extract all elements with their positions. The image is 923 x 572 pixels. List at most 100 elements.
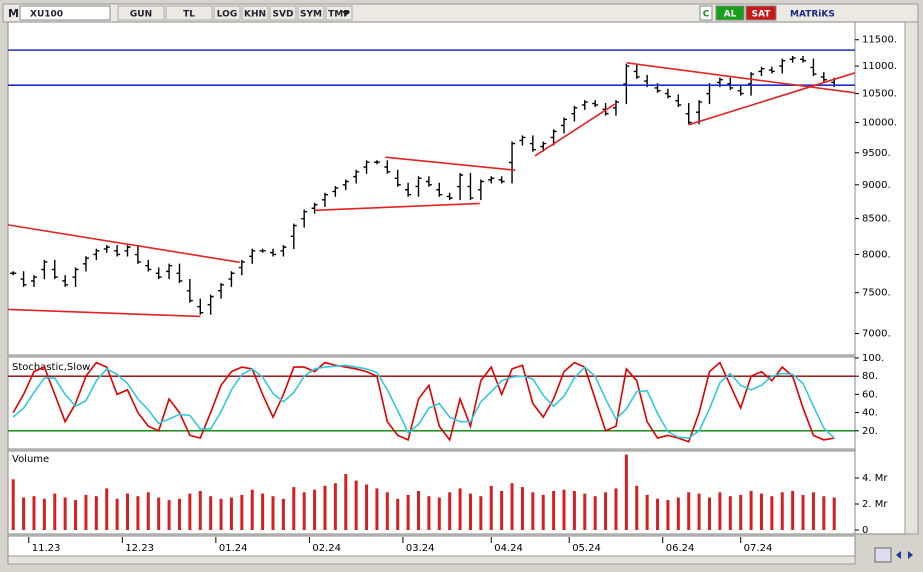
bottom-scrollbar[interactable] [7,555,856,565]
toolbar-button-label: GUN [130,10,152,20]
y-tick-label: 11500. [862,35,897,46]
price-bar [41,259,48,280]
volume-bar [385,492,389,530]
volume-bar [656,498,660,530]
price-bar [571,105,578,122]
volume-bar [188,493,192,530]
y-tick-label: 0 [862,525,868,536]
price-bar [748,72,755,96]
volume-bar [593,496,597,530]
price-panel [7,21,856,356]
trend-line [534,103,616,157]
toolbar-button-label: SAT [752,10,772,20]
price-bar [789,56,796,63]
volume-bar [552,491,556,530]
toolbar-button[interactable] [269,5,297,21]
volume-bar [63,497,67,530]
price-bar [176,263,183,283]
price-bar [30,275,37,287]
volume-bar [42,498,46,530]
volume-bar [749,491,753,530]
volume-bar [531,492,535,530]
volume-bar [167,500,171,530]
volume-bar [126,493,130,530]
y-tick-label: 7500. [862,288,891,299]
volume-bar [759,493,763,530]
price-bar [737,85,744,96]
volume-bar [604,492,608,530]
y-tick-label: 10500. [862,89,897,100]
panel-title: Stochastic,Slow [12,362,90,373]
y-tick-label: 8500. [862,214,891,225]
price-bar [238,259,245,276]
volume-bar [728,496,732,530]
volume-bar [510,483,514,530]
volume-bar [406,494,410,530]
toolbar-button[interactable] [699,5,713,21]
y-tick-label: 9500. [862,148,891,159]
volume-bar [84,494,88,530]
volume-bar [354,480,358,530]
volume-bar [22,497,26,530]
price-bar [373,160,380,165]
y-tick-label: 9000. [862,180,891,191]
dropdown[interactable] [342,11,350,16]
x-tick-label: 11.23 [32,543,61,554]
volume-bar [687,492,691,530]
toolbar-button[interactable] [325,5,353,21]
volume-bar [219,498,223,530]
volume-bar [489,485,493,530]
toolbar-button[interactable] [213,5,241,21]
toolbar-button[interactable] [117,5,165,21]
right-scrollbar [904,21,919,535]
volume-bar [448,492,452,530]
refresh-button[interactable] [874,547,892,563]
volume-bar [676,497,680,530]
price-bar [685,102,692,125]
x-tick-label: 05.24 [572,543,601,554]
price-bar [311,202,318,214]
trend-line [385,156,516,171]
price-bar [51,259,58,280]
toolbar-button[interactable] [241,5,269,21]
trend-line [688,72,856,126]
price-bar [498,176,505,184]
price-bar [467,172,474,201]
price-bar [249,248,256,264]
volume-bar [645,494,649,530]
x-tick-label: 12.23 [125,543,154,554]
price-bar [446,192,453,201]
volume-bar [437,497,441,530]
volume-bar [468,493,472,530]
price-bar [207,294,214,315]
nav-arrows[interactable] [896,551,913,559]
price-bar [612,100,619,116]
price-bar [592,100,599,107]
toolbar-button[interactable] [297,5,325,21]
volume-bar [520,487,524,530]
symbol-box[interactable] [19,5,111,21]
y-tick-label: 10000. [862,117,897,128]
stochastic-line [12,361,835,443]
volume-bar [375,488,379,530]
volume-bar [157,497,161,530]
y-tick-label: 60. [862,389,878,400]
volume-bar [832,497,836,530]
logo: M [8,7,19,20]
toolbar-button-label: TL [183,10,195,20]
toolbar-button-label: AL [724,10,737,20]
toolbar-button-label: SVD [273,10,294,20]
volume-bar [105,488,109,530]
volume-bar [229,497,233,530]
toolbar-button-label: SYM [300,10,322,20]
toolbar-button[interactable] [165,5,213,21]
price-bar [290,223,297,250]
toolbar-button[interactable] [715,5,745,21]
price-bar [394,169,401,187]
volume-bar [53,493,57,530]
toolbar-button[interactable] [745,5,777,21]
price-bar [425,176,432,187]
volume-bar [614,488,618,530]
volume-bar [708,497,712,530]
price-bar [633,64,640,79]
